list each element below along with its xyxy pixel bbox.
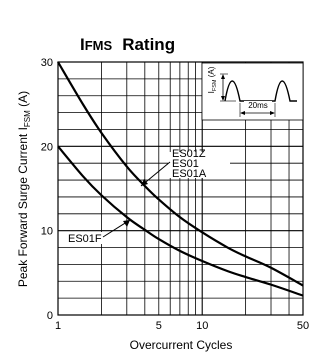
y-tick-label: 30 <box>41 57 53 69</box>
grid-lines <box>58 62 303 315</box>
arrowhead-es01f <box>123 220 130 227</box>
x-tick-labels: 1 5 10 50 <box>55 320 309 332</box>
x-tick-label: 1 <box>55 320 61 332</box>
title-main: I <box>80 35 85 54</box>
surge-waveform-inset: IFSM (A) 20ms <box>201 62 304 121</box>
series-line-1 <box>57 145 304 297</box>
x-tick-label: 50 <box>297 320 309 332</box>
inset-y-label: IFSM (A) <box>207 66 218 93</box>
y-axis-label-main: Peak Forward Surge Current I <box>16 127 30 287</box>
chart-title: IFMS Rating <box>80 35 175 54</box>
series-label-es01f-group: ES01F <box>66 219 131 245</box>
title-sub: FMS <box>85 38 113 53</box>
x-axis-label: Overcurrent Cycles <box>130 338 233 352</box>
y-axis-label-sub: FSM <box>23 110 32 127</box>
series-label-es01a: ES01A <box>172 168 207 180</box>
series-label-es01z: ES01Z <box>172 148 206 160</box>
y-tick-labels: 0 10 20 30 <box>41 57 53 322</box>
y-tick-label: 20 <box>41 141 53 153</box>
arrowhead-es01 <box>141 179 148 186</box>
series-label-es01z-group: ES01Z ES01 ES01A <box>140 148 230 187</box>
inset-waveform <box>224 80 297 102</box>
plot-frame <box>57 61 304 316</box>
x-tick-label: 10 <box>196 320 208 332</box>
x-tick-label: 5 <box>156 320 162 332</box>
series-line-0 <box>57 61 304 287</box>
title-rest: Rating <box>122 35 175 54</box>
y-axis-label-unit: (A) <box>16 91 30 110</box>
series-layer <box>57 61 304 297</box>
y-tick-label: 10 <box>41 226 53 238</box>
inset-period-label: 20ms <box>248 101 268 110</box>
series-label-es01f: ES01F <box>68 233 102 245</box>
y-tick-label: 0 <box>47 310 53 322</box>
y-axis-label: Peak Forward Surge Current IFSM (A) <box>16 91 32 287</box>
inset-box <box>201 62 304 121</box>
series-label-es01: ES01 <box>172 158 199 170</box>
